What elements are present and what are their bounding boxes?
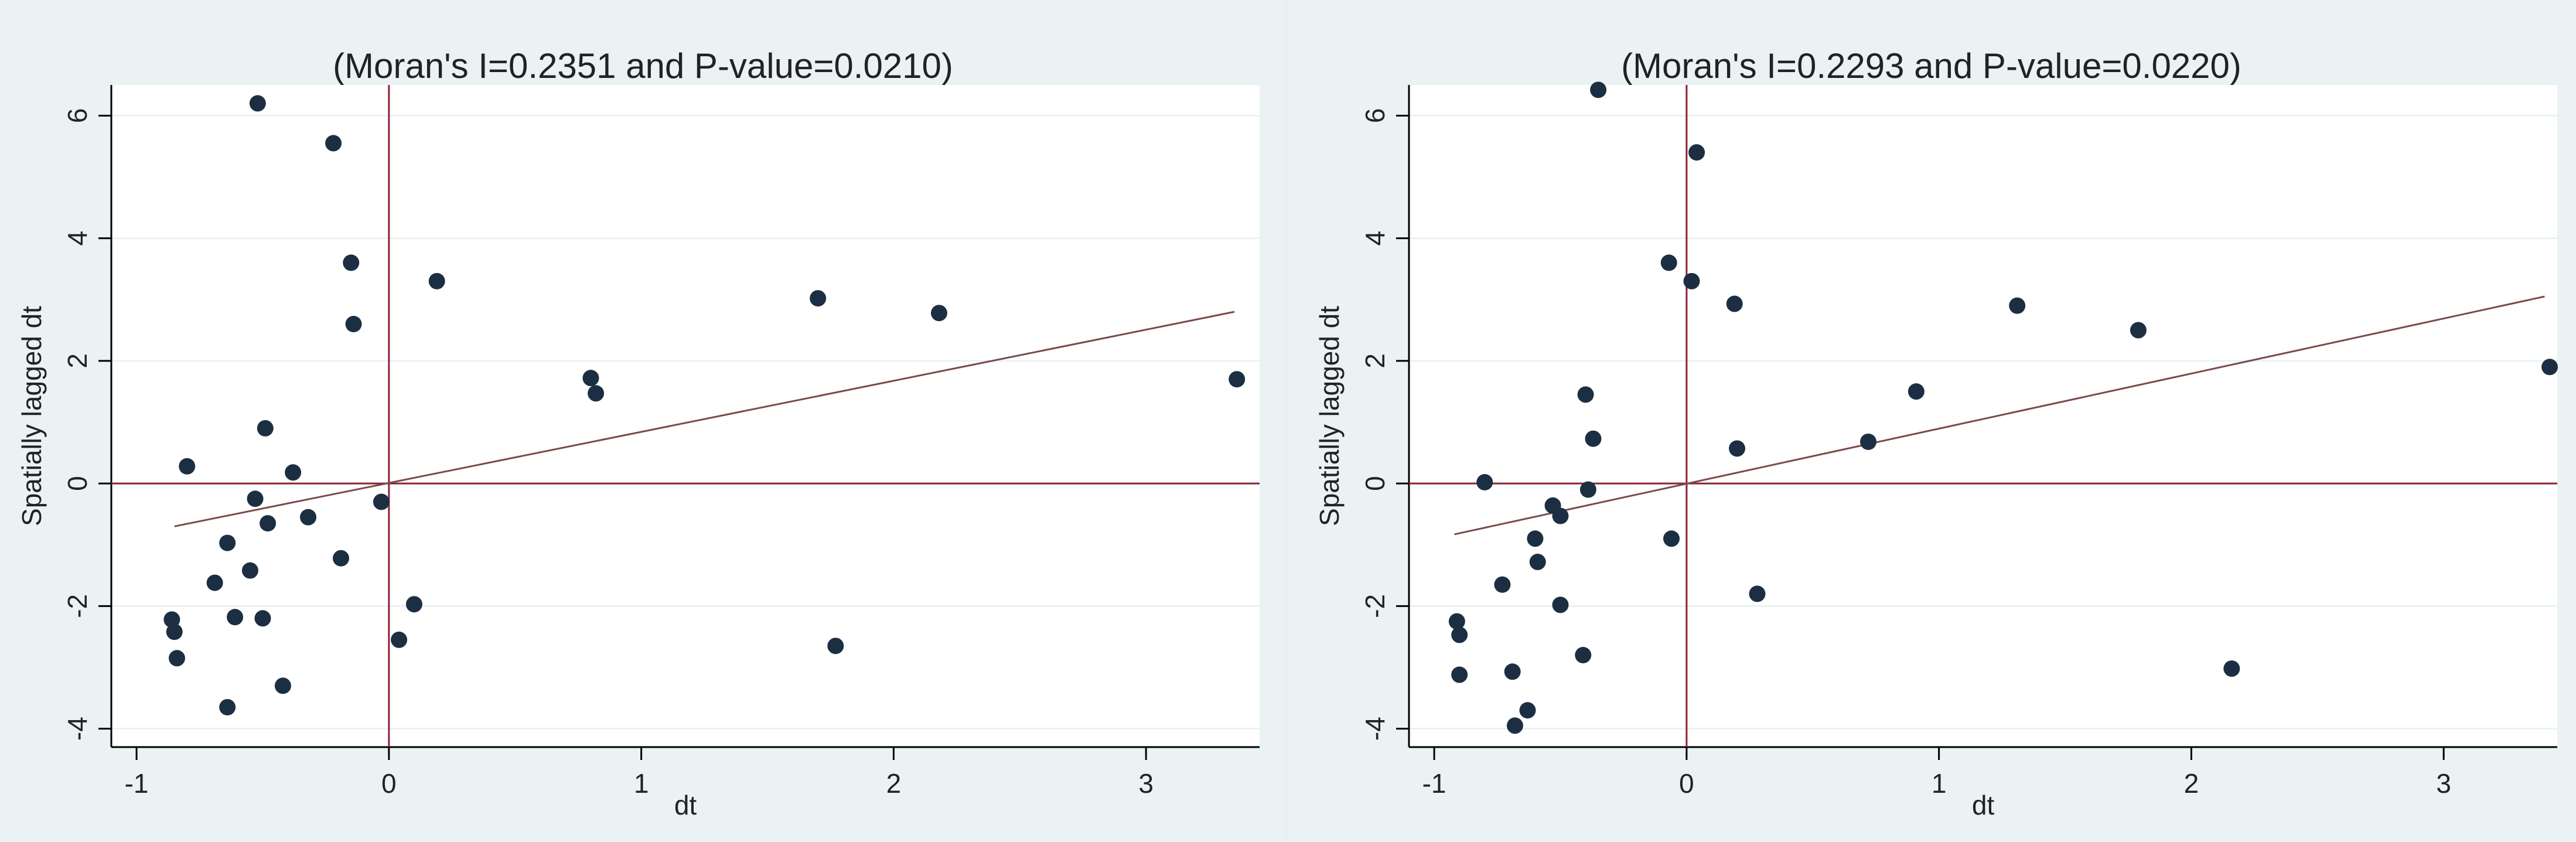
data-point (249, 95, 266, 112)
data-point (2223, 660, 2240, 677)
y-tick-label: -2 (62, 594, 93, 618)
x-tick-label: 2 (886, 768, 902, 799)
data-point (588, 385, 605, 402)
chart-2: -4 -2 0 2 4 6 -1 0 1 2 3 dt Spatially lagged dt (1314, 81, 2558, 820)
fit-line (174, 311, 1235, 527)
data-point (1585, 430, 1602, 447)
data-point (163, 611, 180, 628)
data-point (1688, 144, 1705, 161)
x-tick-label: 3 (1138, 768, 1154, 799)
data-point (1860, 433, 1876, 450)
y-tick-label: 2 (62, 353, 93, 369)
data-point (428, 272, 445, 289)
data-point (1552, 596, 1569, 613)
data-point (179, 458, 196, 475)
y-tick-label: 0 (62, 476, 93, 491)
data-point (1451, 666, 1468, 683)
y-axis-title: Spatially lagged dt (1314, 306, 1345, 526)
data-point (373, 493, 390, 510)
y-axis-title: Spatially lagged dt (16, 306, 47, 526)
data-point (1726, 295, 1743, 312)
data-point (1529, 554, 1546, 571)
data-point (257, 420, 274, 437)
data-point (1908, 383, 1925, 400)
chart-title: (Moran's I=0.2293 and P-value=0.0220) (1621, 46, 2241, 86)
data-point (219, 698, 236, 715)
data-point (227, 609, 244, 626)
data-point (1575, 647, 1592, 664)
x-tick-label: 1 (1932, 768, 1947, 799)
data-point (247, 490, 264, 507)
x-axis-title: dt (674, 790, 697, 820)
data-point (2009, 297, 2026, 314)
data-point (166, 623, 183, 640)
y-tick-label: -4 (1360, 717, 1390, 741)
x-tick-label: 1 (634, 768, 649, 799)
y-tick-label: -2 (1360, 594, 1390, 618)
data-point (930, 305, 947, 322)
data-point (254, 610, 271, 627)
data-point (1577, 386, 1594, 403)
data-point (1229, 371, 1246, 388)
data-point (343, 254, 360, 271)
chart-1: -4 -2 0 2 4 6 -1 0 1 2 3 dt Spatially lagged dt (16, 85, 1260, 820)
data-point (405, 596, 422, 613)
y-tick-label: 4 (1360, 231, 1390, 246)
chart-title: (Moran's I=0.2351 and P-value=0.0210) (333, 46, 953, 86)
data-point (169, 650, 185, 667)
x-tick-label: 2 (2184, 768, 2199, 799)
data-point (1590, 81, 1607, 98)
data-point (1663, 530, 1680, 547)
data-point (1527, 530, 1544, 547)
data-point (827, 638, 844, 654)
data-point (2541, 359, 2558, 376)
data-point (1749, 585, 1766, 602)
x-tick-label: -1 (1422, 768, 1446, 799)
data-point (391, 631, 408, 648)
y-tick-label: 6 (62, 108, 93, 124)
data-point (582, 370, 599, 387)
data-point (274, 677, 291, 694)
y-tick-label: 0 (1360, 476, 1390, 491)
data-point (810, 290, 827, 307)
fit-line (1454, 295, 2545, 536)
x-tick-label: 0 (381, 768, 397, 799)
data-point (333, 550, 349, 567)
data-point (219, 534, 236, 551)
data-point (1506, 717, 1523, 734)
y-tick-label: 6 (1360, 108, 1390, 124)
data-point (325, 135, 342, 152)
x-tick-label: 3 (2436, 768, 2451, 799)
plot-area (111, 85, 1260, 747)
data-point (206, 574, 223, 591)
data-point (1660, 254, 1677, 271)
data-point (1729, 440, 1745, 457)
data-point (2130, 322, 2147, 339)
data-point (1448, 613, 1465, 630)
data-point (1579, 481, 1596, 498)
data-point (1552, 507, 1569, 524)
data-point (285, 464, 302, 481)
plot-area (1409, 85, 2557, 747)
data-point (300, 509, 316, 526)
x-tick-label: -1 (125, 768, 149, 799)
y-tick-label: 4 (62, 231, 93, 246)
data-point (345, 316, 362, 333)
data-point (1494, 576, 1511, 593)
y-tick-label: -4 (62, 717, 93, 741)
data-point (1476, 474, 1493, 490)
data-point (241, 562, 258, 579)
data-point (1519, 702, 1536, 719)
data-point (1451, 626, 1468, 643)
data-point (1683, 272, 1700, 289)
y-tick-label: 2 (1360, 353, 1390, 369)
data-point (260, 515, 277, 532)
x-axis-title: dt (1972, 790, 1995, 820)
data-point (1504, 663, 1521, 680)
x-tick-label: 0 (1679, 768, 1694, 799)
